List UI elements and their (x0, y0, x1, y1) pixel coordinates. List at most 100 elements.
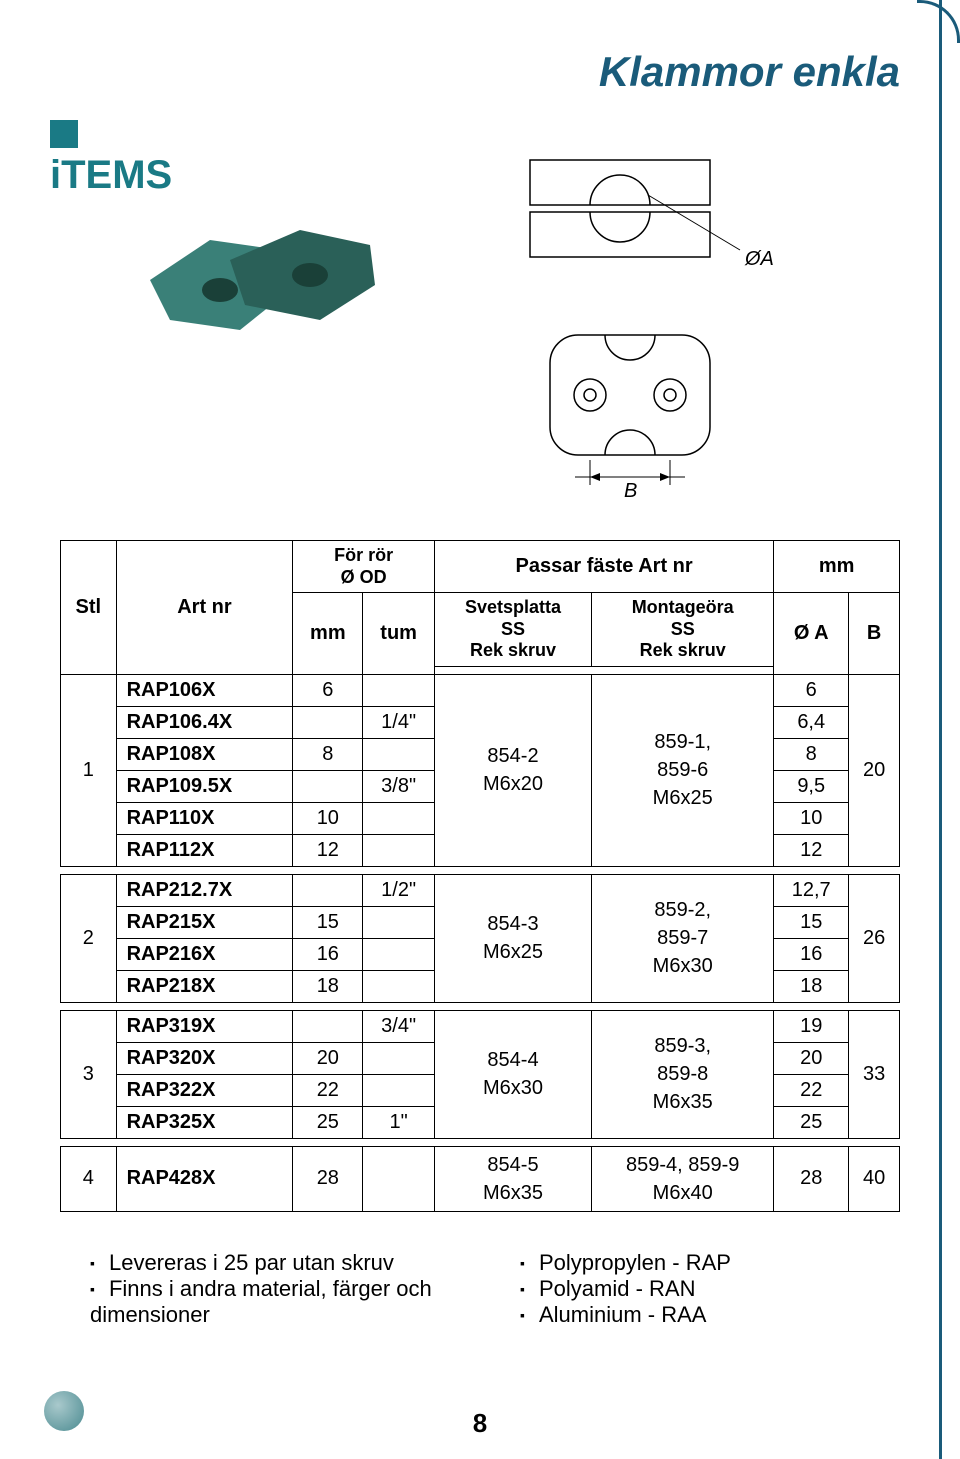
cell-tum: 1/4" (363, 706, 435, 738)
cell-tum (363, 970, 435, 1002)
cell-stl: 1 (61, 674, 117, 866)
cell-mm: 6 (293, 674, 363, 706)
cell-oa: 12 (774, 834, 849, 866)
bullet-item: Finns i andra material, färger och dimen… (90, 1276, 460, 1328)
th-stl: Stl (61, 541, 117, 675)
cell-artnr: RAP212.7X (116, 874, 293, 906)
cell-monta: 859-1,859-6M6x25 (592, 674, 774, 866)
cell-mm (293, 706, 363, 738)
cell-tum (363, 1074, 435, 1106)
cell-svets: 854-2M6x20 (434, 674, 591, 866)
cell-b: 33 (849, 1010, 900, 1138)
bullet-list-right: Polypropylen - RAPPolyamid - RANAluminiu… (520, 1250, 890, 1328)
cell-b: 40 (849, 1146, 900, 1211)
cell-mm: 8 (293, 738, 363, 770)
cell-oa: 6,4 (774, 706, 849, 738)
cell-oa: 22 (774, 1074, 849, 1106)
bullet-list-left: Levereras i 25 par utan skruvFinns i and… (90, 1250, 460, 1328)
cell-oa: 9,5 (774, 770, 849, 802)
cell-mm: 28 (293, 1146, 363, 1211)
page-title: Klammor enkla (599, 48, 900, 96)
cell-artnr: RAP322X (116, 1074, 293, 1106)
cell-mm (293, 874, 363, 906)
spec-table: Stl Art nr För rör Ø OD Passar fäste Art… (60, 540, 900, 1212)
cell-mm: 15 (293, 906, 363, 938)
technical-diagrams: ØA B (520, 150, 840, 550)
cell-tum: 1" (363, 1106, 435, 1138)
th-b: B (849, 593, 900, 675)
cell-tum (363, 834, 435, 866)
cell-b: 20 (849, 674, 900, 866)
bullet-item: Polypropylen - RAP (520, 1250, 890, 1276)
th-svets: Svetsplatta SS Rek skruv (434, 593, 591, 667)
cell-svets: 854-4M6x30 (434, 1010, 591, 1138)
cell-mm: 12 (293, 834, 363, 866)
page-border (939, 0, 942, 1459)
cell-tum (363, 674, 435, 706)
th-artnr: Art nr (116, 541, 293, 675)
cell-stl: 3 (61, 1010, 117, 1138)
cell-monta: 859-4, 859-9M6x40 (592, 1146, 774, 1211)
svg-text:ØA: ØA (744, 248, 774, 270)
cell-stl: 2 (61, 874, 117, 1002)
cell-mm: 22 (293, 1074, 363, 1106)
cell-monta: 859-3,859-8M6x35 (592, 1010, 774, 1138)
page-number: 8 (0, 1408, 960, 1439)
cell-mm (293, 1010, 363, 1042)
cell-mm: 25 (293, 1106, 363, 1138)
cell-oa: 16 (774, 938, 849, 970)
table-row: 2RAP212.7X1/2"854-3M6x25859-2,859-7M6x30… (61, 874, 900, 906)
th-oa: Ø A (774, 593, 849, 675)
cell-mm (293, 770, 363, 802)
cell-mm: 20 (293, 1042, 363, 1074)
product-image (130, 190, 390, 370)
cell-artnr: RAP110X (116, 802, 293, 834)
cell-oa: 10 (774, 802, 849, 834)
cell-tum (363, 1042, 435, 1074)
cell-tum (363, 802, 435, 834)
cell-artnr: RAP108X (116, 738, 293, 770)
cell-artnr: RAP106X (116, 674, 293, 706)
cell-oa: 25 (774, 1106, 849, 1138)
cell-tum (363, 906, 435, 938)
bullet-item: Levereras i 25 par utan skruv (90, 1250, 460, 1276)
cell-artnr: RAP216X (116, 938, 293, 970)
cell-oa: 18 (774, 970, 849, 1002)
cell-artnr: RAP218X (116, 970, 293, 1002)
cell-artnr: RAP320X (116, 1042, 293, 1074)
cell-mm: 10 (293, 802, 363, 834)
bullet-item: Polyamid - RAN (520, 1276, 890, 1302)
cell-tum: 3/8" (363, 770, 435, 802)
th-monta: Montageöra SS Rek skruv (592, 593, 774, 667)
cell-oa: 20 (774, 1042, 849, 1074)
cell-tum: 3/4" (363, 1010, 435, 1042)
cell-tum (363, 1146, 435, 1211)
th-mm2: mm (774, 541, 900, 593)
cell-mm: 16 (293, 938, 363, 970)
cell-stl: 4 (61, 1146, 117, 1211)
table-row: 3RAP319X3/4"854-4M6x30859-3,859-8M6x3519… (61, 1010, 900, 1042)
table-row: 4RAP428X28854-5M6x35859-4, 859-9M6x40284… (61, 1146, 900, 1211)
cell-monta: 859-2,859-7M6x30 (592, 874, 774, 1002)
th-forror: För rör Ø OD (293, 541, 435, 593)
cell-oa: 8 (774, 738, 849, 770)
th-passar: Passar fäste Art nr (434, 541, 773, 593)
cell-artnr: RAP215X (116, 906, 293, 938)
cell-b: 26 (849, 874, 900, 1002)
cell-tum (363, 938, 435, 970)
cell-artnr: RAP319X (116, 1010, 293, 1042)
cell-oa: 12,7 (774, 874, 849, 906)
cell-artnr: RAP112X (116, 834, 293, 866)
cell-tum (363, 738, 435, 770)
cell-oa: 15 (774, 906, 849, 938)
th-tum: tum (363, 593, 435, 675)
cell-artnr: RAP106.4X (116, 706, 293, 738)
svg-text:B: B (624, 480, 637, 502)
bullet-section: Levereras i 25 par utan skruvFinns i and… (90, 1250, 890, 1328)
cell-mm: 18 (293, 970, 363, 1002)
cell-svets: 854-5M6x35 (434, 1146, 591, 1211)
th-mm: mm (293, 593, 363, 675)
bullet-item: Aluminium - RAA (520, 1302, 890, 1328)
logo: iTEMS (50, 120, 172, 198)
table-row: 1RAP106X6854-2M6x20859-1,859-6M6x25620 (61, 674, 900, 706)
